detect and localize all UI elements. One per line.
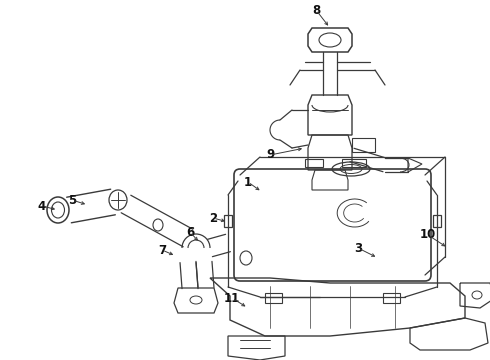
Text: 7: 7 bbox=[158, 243, 166, 256]
Text: 9: 9 bbox=[266, 148, 274, 162]
Text: 4: 4 bbox=[38, 199, 46, 212]
Text: 5: 5 bbox=[68, 194, 76, 207]
Text: 6: 6 bbox=[186, 225, 194, 238]
Text: 1: 1 bbox=[244, 175, 252, 189]
Text: 2: 2 bbox=[209, 211, 217, 225]
Text: 3: 3 bbox=[354, 242, 362, 255]
Text: 10: 10 bbox=[420, 229, 436, 242]
Text: 11: 11 bbox=[224, 292, 240, 305]
Text: 8: 8 bbox=[312, 4, 320, 17]
